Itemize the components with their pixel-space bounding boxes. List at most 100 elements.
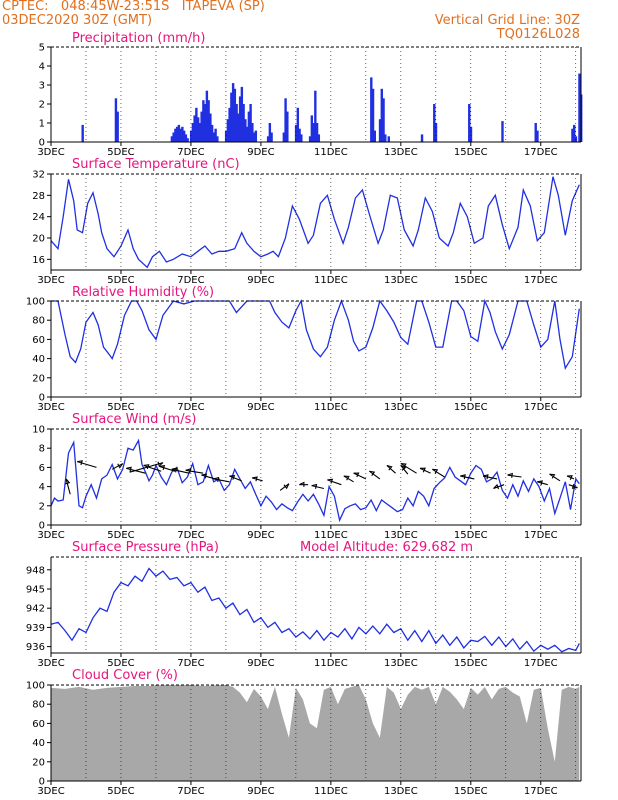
precip-bar (380, 88, 383, 142)
precip-bar (212, 132, 216, 142)
wind-arrow (353, 472, 367, 480)
wind-arrow (143, 464, 162, 472)
precip-bar (249, 104, 252, 142)
wind-arrow (537, 480, 548, 486)
precip-bar (284, 98, 287, 142)
precip-bar (231, 83, 235, 142)
wind-arrow (311, 483, 324, 490)
precip-bar (177, 124, 181, 142)
wind-arrow-head (482, 474, 489, 480)
wind-arrow (171, 467, 190, 474)
wind-arrow (419, 467, 431, 474)
precip-bar (420, 134, 424, 142)
precip-bar (205, 90, 209, 142)
wind-arrow-head (117, 463, 124, 469)
wind-line (50, 438, 580, 523)
y-tick-label: 80 (32, 316, 45, 327)
wind-arrow-shaft (201, 474, 216, 480)
wind-arrow (64, 478, 71, 495)
y-tick-label: 20 (32, 373, 45, 384)
wind-arrow-head (432, 468, 439, 474)
wind-arrow (432, 468, 445, 478)
precip-bar (294, 124, 298, 142)
y-tick-label: 3 (39, 81, 45, 92)
panel-humidity: 0 20 40 60 80 100 3DEC 5DEC 7DEC 9DEC 11DEC 13DEC 15… (26, 285, 582, 413)
precip-bar (116, 111, 119, 142)
wind-arrow (77, 460, 97, 468)
precip-bar (252, 132, 256, 142)
precip-bar (189, 130, 193, 142)
wind-arrow (229, 475, 242, 482)
pressure-title: Surface Pressure (hPa) (72, 540, 219, 555)
x-tick-label: 17DEC (524, 402, 558, 413)
pressure-line (50, 567, 580, 653)
precip-bar (373, 130, 376, 142)
wind-arrow-shaft (537, 481, 548, 486)
wind-arrow-head (229, 475, 236, 480)
x-tick-label: 5DEC (107, 786, 134, 797)
wind-arrow-shaft (279, 483, 290, 491)
wind-arrow-head (353, 472, 360, 478)
wind-arrow-shaft (343, 475, 354, 483)
panel-cloud: 0 20 40 60 80 100 3DEC 5DEC 7DEC 9DEC 11DEC 13DEC 15… (26, 668, 582, 797)
wind-arrow-shaft (213, 478, 230, 483)
cloud-title: Cloud Cover (%) (72, 668, 178, 683)
wind-title: Surface Wind (m/s) (72, 412, 196, 427)
y-tick-label: 40 (32, 354, 45, 365)
y-tick-label: 8 (39, 444, 45, 455)
wind-arrow-head (566, 475, 573, 480)
precip-bar (571, 128, 574, 142)
precip-bar (237, 113, 240, 142)
header-grid-line-note: Vertical Grid Line: 30Z (434, 13, 580, 28)
precip-bar (186, 138, 189, 142)
y-tick-label: 1 (39, 119, 45, 130)
x-tick-label: 9DEC (247, 402, 274, 413)
x-tick-label: 11DEC (314, 786, 348, 797)
wind-arrow (327, 478, 342, 486)
wind-arrow (493, 483, 505, 490)
precip-bar (228, 107, 231, 142)
wind-arrow-head (157, 461, 164, 467)
wind-arrow-head (549, 473, 556, 479)
wind-arrow-head (571, 483, 578, 489)
precip-bar (184, 134, 188, 142)
wind-arrow-head (420, 467, 426, 473)
wind-arrow (279, 483, 290, 491)
y-tick-label: 24 (32, 212, 45, 223)
y-tick-label: 20 (32, 757, 45, 768)
humidity-title: Relative Humidity (%) (72, 285, 214, 300)
wind-arrow-shaft (493, 484, 505, 490)
precip-bar (382, 98, 385, 142)
precip-bar (174, 128, 177, 142)
temperature-line (50, 176, 580, 269)
x-tick-label: 3DEC (37, 658, 64, 669)
wind-arrow-head (171, 467, 178, 473)
wind-arrow-head (77, 460, 83, 466)
wind-arrow-shaft (482, 475, 498, 480)
wind-arrow-head (493, 483, 500, 490)
y-tick-label: 4 (39, 482, 45, 493)
wind-arrow (126, 466, 146, 474)
y-tick-label: 100 (26, 297, 45, 308)
precip-bar (235, 104, 238, 142)
x-tick-label: 5DEC (107, 147, 134, 158)
precip-bar (534, 123, 537, 142)
x-tick-label: 13DEC (384, 786, 418, 797)
y-tick-label: 2 (39, 100, 45, 111)
wind-arrow-shaft (185, 469, 204, 474)
precip-bar (536, 130, 539, 142)
wind-arrow-shaft (77, 461, 97, 468)
precip-bar (175, 126, 179, 142)
x-tick-label: 3DEC (37, 147, 64, 158)
precip-bar (286, 111, 289, 142)
wind-arrow (400, 464, 409, 475)
wind-arrow-head (64, 478, 71, 485)
x-tick-label: 17DEC (524, 147, 558, 158)
x-tick-label: 7DEC (177, 658, 204, 669)
x-tick-label: 5DEC (107, 530, 134, 541)
precip-bar (226, 119, 230, 142)
x-tick-label: 9DEC (247, 530, 274, 541)
precip-bar (179, 128, 182, 142)
x-tick-label: 5DEC (107, 402, 134, 413)
